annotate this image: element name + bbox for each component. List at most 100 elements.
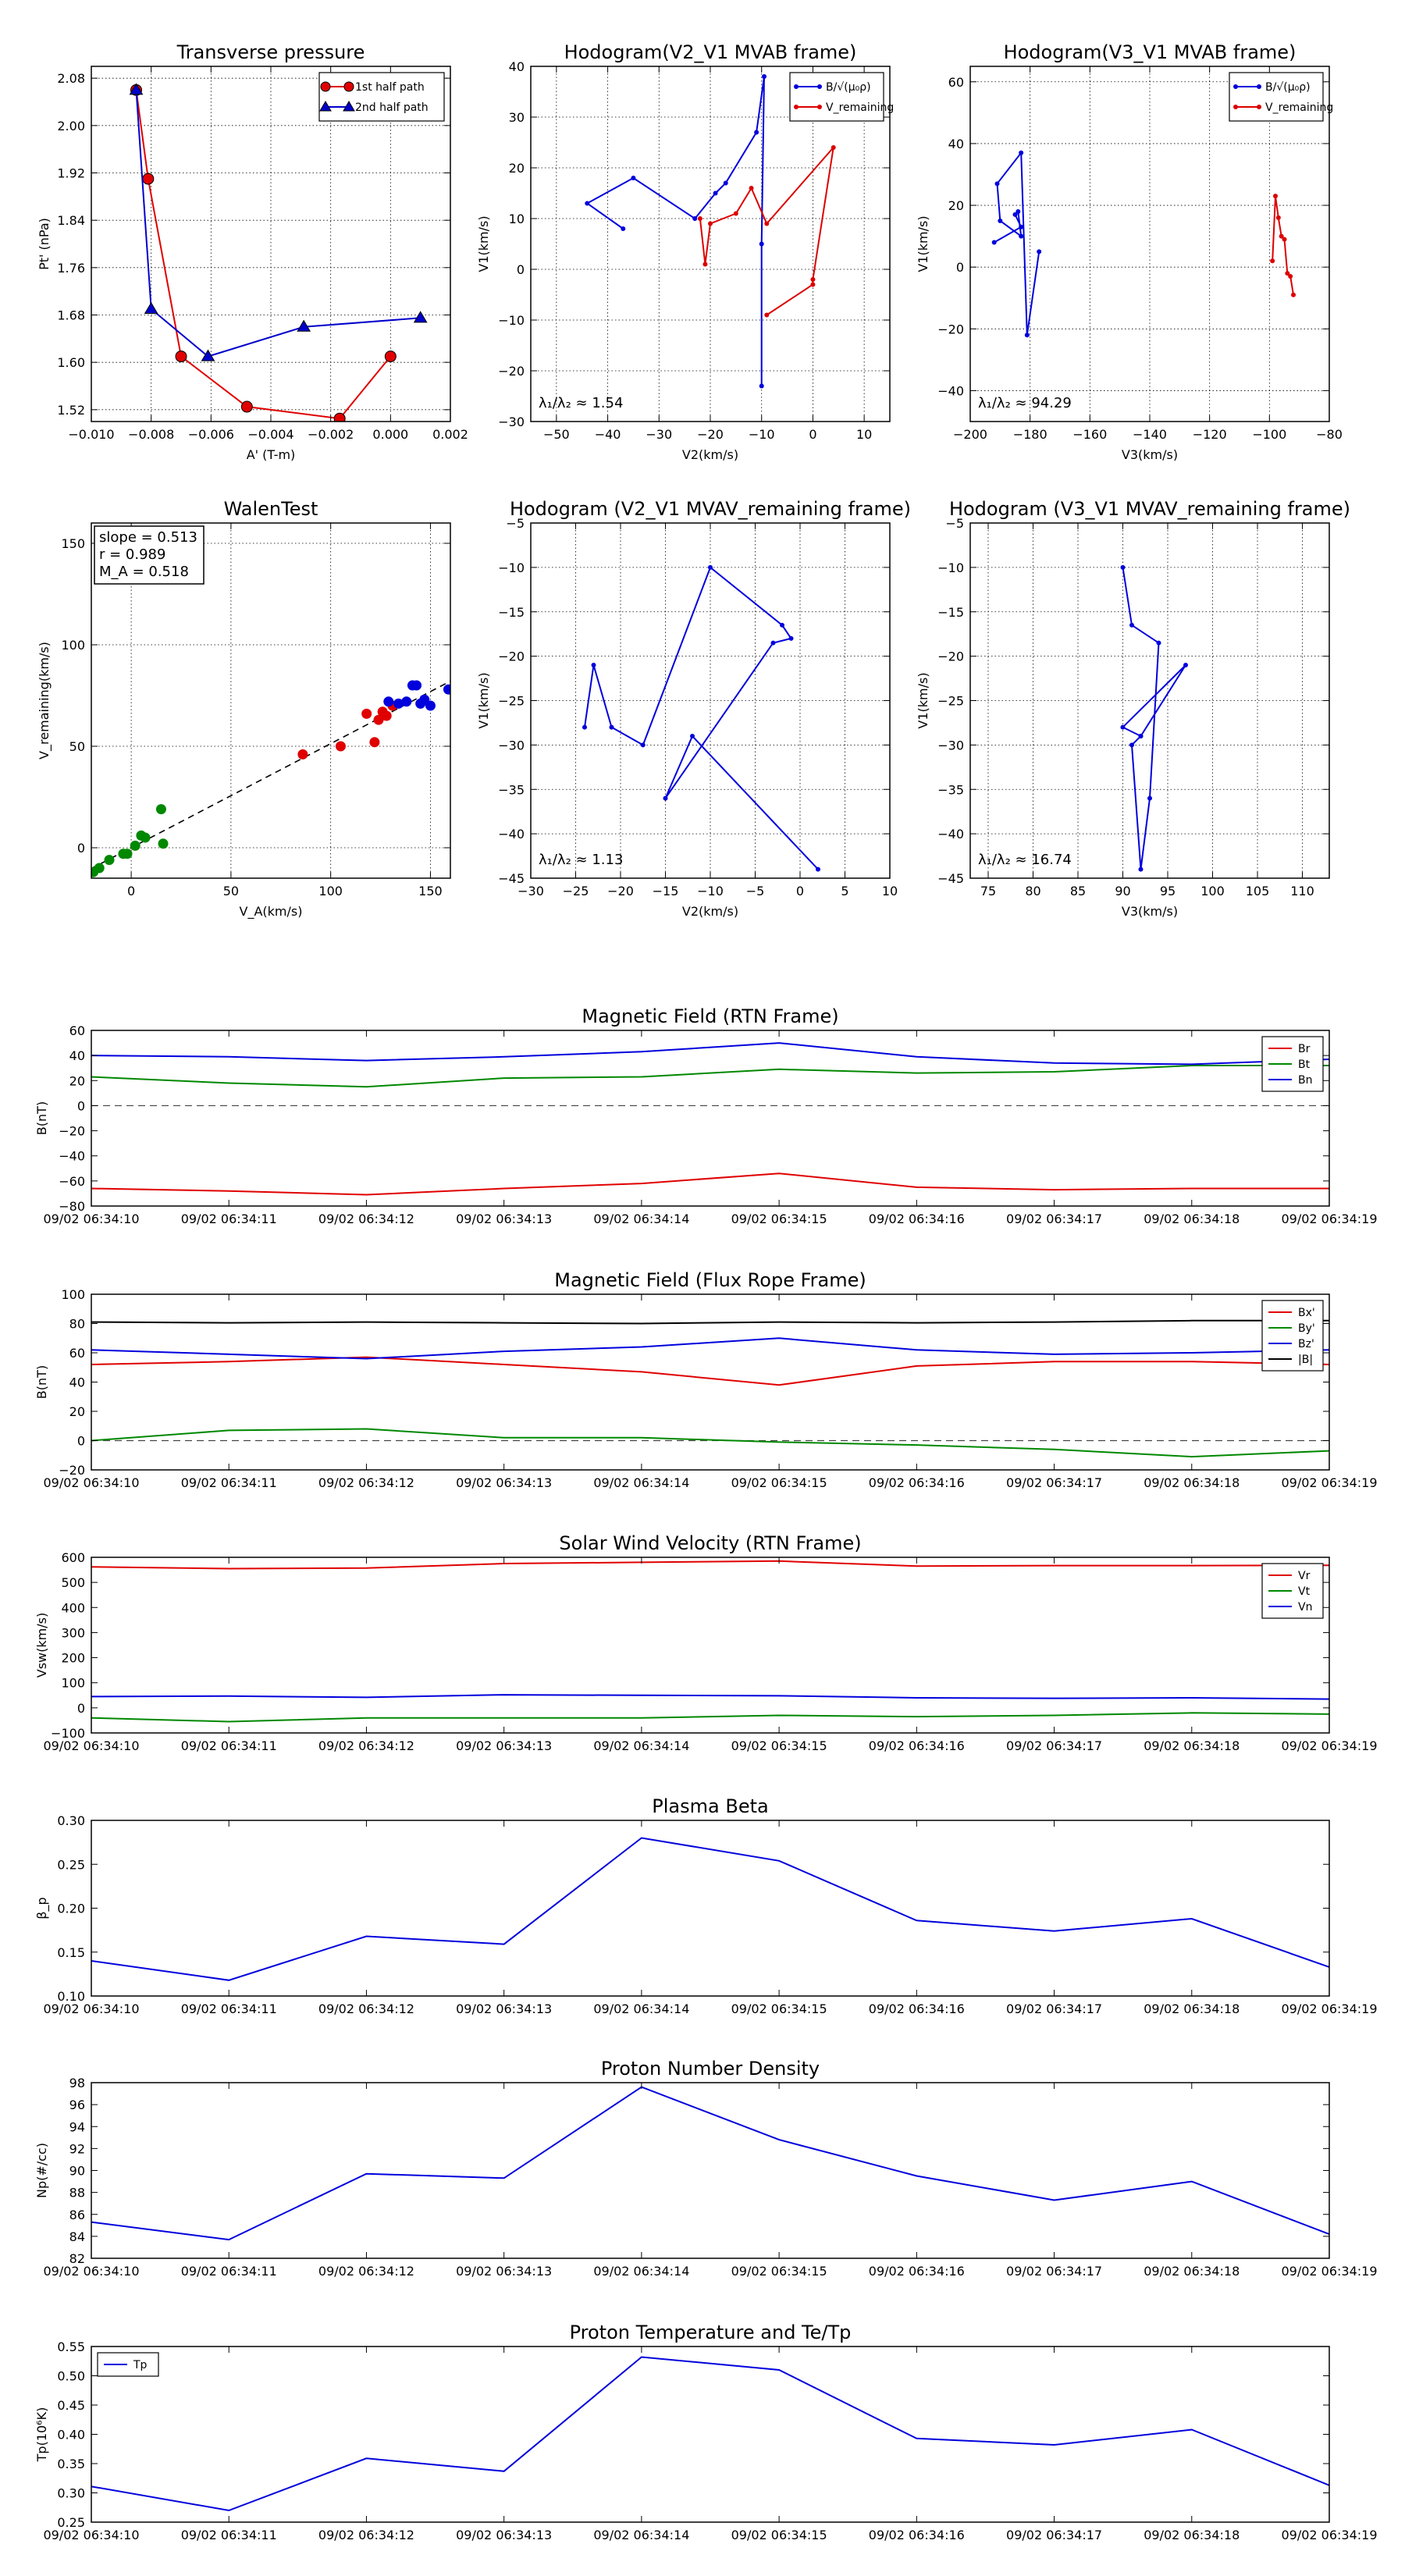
x-tick-label: 09/02 06:34:10	[43, 2528, 139, 2542]
chart-title: Plasma Beta	[652, 1795, 768, 1817]
chart-p8: 09/02 06:34:10 09/02 06:34:11 09/02 06:34:…	[34, 1269, 1378, 1490]
data-point	[713, 190, 718, 196]
legend-entry: B/√(μ₀ρ)	[794, 81, 871, 94]
x-tick-label: 95	[1160, 884, 1176, 898]
data-point	[94, 863, 105, 873]
x-tick-label: 10	[856, 427, 872, 442]
data-point	[621, 226, 626, 231]
grid	[970, 66, 1329, 422]
x-tick-label: 09/02 06:34:13	[456, 1475, 552, 1490]
x-tick-label: −100	[1252, 427, 1286, 442]
legend-marker	[794, 84, 799, 89]
x-tick-label: 09/02 06:34:14	[593, 2264, 689, 2279]
legend-entry: Vn	[1268, 1601, 1312, 1614]
x-tick-label: 09/02 06:34:15	[731, 1738, 827, 1753]
y-tick-label: 0	[77, 1098, 85, 1113]
series-hodogram	[582, 564, 820, 872]
y-tick-label: 0.25	[57, 1857, 85, 1872]
legend-label: Br	[1298, 1043, 1311, 1055]
y-tick-label: 20	[69, 1404, 85, 1419]
series-v-remaining	[697, 144, 836, 318]
y-tick-label: 0	[956, 260, 964, 275]
y-tick-label: −20	[937, 649, 964, 664]
axis-ticks: 09/02 06:34:10 09/02 06:34:11 09/02 06:34:…	[43, 2339, 1377, 2542]
data-point	[1279, 233, 1284, 239]
chart-title: Hodogram(V3_V1 MVAB frame)	[1004, 41, 1297, 63]
x-tick-label: 09/02 06:34:18	[1144, 1212, 1240, 1226]
legend-entry: By'	[1268, 1322, 1315, 1335]
legend-entry: Bz'	[1268, 1338, 1314, 1350]
x-tick-label: 09/02 06:34:11	[181, 2001, 277, 2016]
x-tick-label: 09/02 06:34:11	[181, 1212, 277, 1226]
y-axis-label: Pt' (nPa)	[37, 218, 52, 270]
legend-frame	[1229, 72, 1324, 122]
data-point	[1019, 224, 1024, 229]
series-line	[1121, 567, 1186, 870]
y-tick-label: 1.76	[57, 261, 85, 276]
x-tick-label: 09/02 06:34:11	[181, 1738, 277, 1753]
x-tick-label: 80	[1025, 884, 1040, 898]
x-tick-label: 09/02 06:34:12	[318, 2528, 414, 2542]
plot-frame	[91, 2082, 1330, 2259]
data-point	[413, 311, 428, 323]
x-tick-label: 09/02 06:34:10	[43, 1738, 139, 1753]
x-tick-label: 09/02 06:34:15	[731, 1475, 827, 1490]
y-tick-label: 0.50	[57, 2369, 85, 2384]
y-tick-label: −40	[937, 827, 964, 841]
chart-title: Magnetic Field (RTN Frame)	[582, 1005, 838, 1027]
data-point	[1129, 742, 1134, 748]
x-tick-label: 09/02 06:34:10	[43, 2001, 139, 2016]
x-tick-label: −160	[1072, 427, 1107, 442]
series-line	[91, 1337, 1329, 1360]
y-tick-label: 0.45	[57, 2398, 85, 2413]
y-tick-label: −45	[498, 871, 525, 886]
series--b-	[91, 1319, 1329, 1325]
data-point	[582, 724, 587, 730]
data-point	[998, 218, 1003, 223]
x-tick-label: −0.010	[68, 427, 114, 442]
legend-label: V_remaining	[1265, 101, 1333, 114]
x-tick-label: 75	[980, 884, 996, 898]
data-point	[764, 221, 770, 226]
y-tick-label: 0	[77, 841, 85, 856]
x-tick-label: −0.002	[308, 427, 354, 442]
chart-p7: 09/02 06:34:10 09/02 06:34:11 09/02 06:34:…	[34, 1005, 1378, 1226]
y-tick-label: 90	[69, 2164, 85, 2179]
x-tick-label: 50	[223, 884, 239, 898]
x-tick-label: −0.008	[128, 427, 174, 442]
x-tick-label: 09/02 06:34:13	[456, 1738, 552, 1753]
y-tick-label: −20	[498, 649, 525, 664]
x-axis-label: V2(km/s)	[682, 904, 738, 919]
x-tick-label: 09/02 06:34:10	[43, 2264, 139, 2279]
x-tick-label: −5	[746, 884, 765, 898]
legend: 1st half path 2nd half path	[318, 72, 445, 122]
series-line	[135, 90, 392, 420]
series-line	[91, 1837, 1329, 1981]
axis-ticks: 75 80 85 90 95 100 105 110 −45 −40 −35 −30 −25 −20 −15…	[937, 516, 1329, 898]
eigen-ratio-annotation: λ₁/λ₂ ≈ 1.13	[539, 852, 623, 868]
series-b-	[585, 74, 767, 389]
y-tick-label: 20	[509, 161, 525, 176]
data-point	[762, 74, 767, 79]
series-line	[91, 1042, 1329, 1066]
data-point	[122, 849, 133, 859]
y-tick-label: 60	[69, 1346, 85, 1361]
x-tick-label: 09/02 06:34:12	[318, 2264, 414, 2279]
series-line	[91, 1560, 1329, 1570]
x-axis-label: A' (T-m)	[247, 447, 296, 462]
data-point	[1288, 274, 1293, 279]
y-axis-label: Tp(10⁶K)	[34, 2407, 49, 2463]
data-point	[425, 700, 436, 711]
y-tick-label: −20	[937, 322, 964, 336]
y-tick-label: 0.55	[57, 2339, 85, 2354]
axis-ticks: −50 −40 −30 −20 −10 0 10 −30 −20 −10 0 10 20 30 40	[498, 59, 890, 442]
data-point	[1012, 212, 1018, 217]
data-point	[1024, 333, 1030, 338]
data-point	[104, 855, 115, 866]
x-tick-label: 09/02 06:34:19	[1281, 2001, 1377, 2016]
series-line	[135, 90, 421, 358]
x-axis-label: V3(km/s)	[1122, 447, 1178, 462]
data-point	[991, 240, 997, 245]
data-point	[381, 710, 392, 721]
chart-p5: −30 −25 −20 −15 −10 −5 0 5 10 −45 −40 −35 −30 −25 −20 −…	[476, 498, 911, 919]
